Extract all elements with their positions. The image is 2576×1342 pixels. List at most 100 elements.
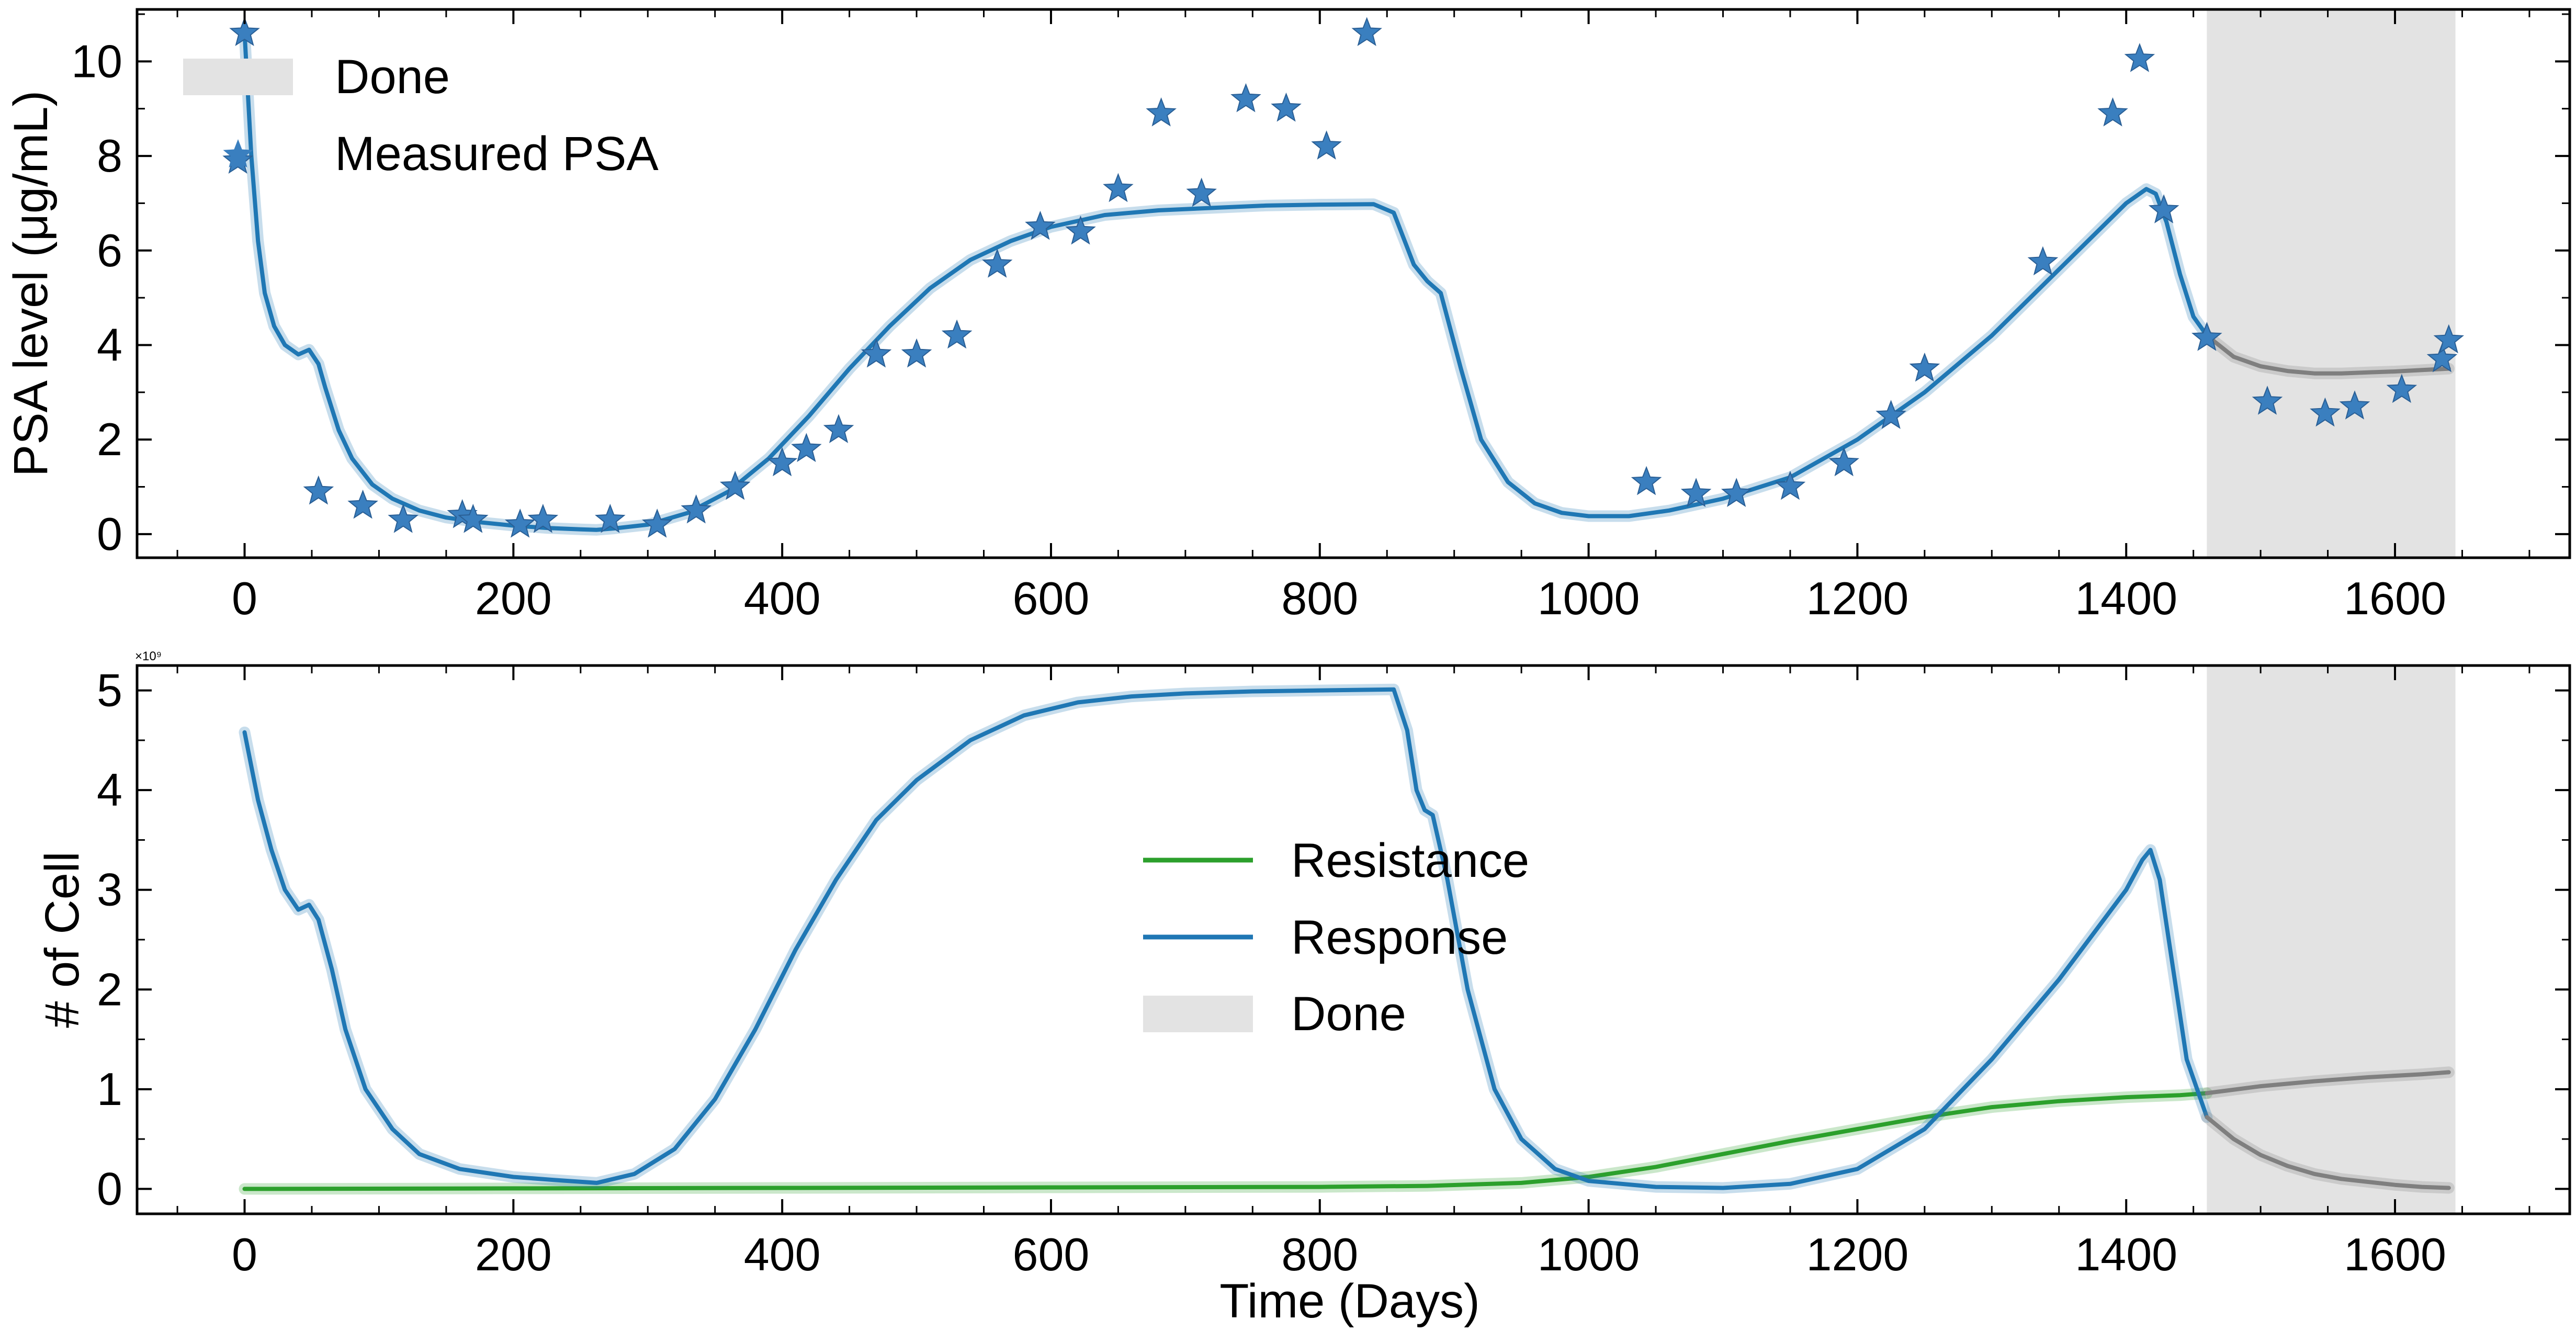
x-tick-label: 400 bbox=[744, 572, 821, 624]
measured-psa-markers bbox=[222, 17, 2465, 538]
legend-response-label: Response bbox=[1291, 911, 1508, 964]
x-tick-label: 200 bbox=[475, 572, 552, 624]
cell-series-group bbox=[239, 683, 2455, 1195]
x-tick-label: 400 bbox=[744, 1228, 821, 1280]
legend-done-label: Done bbox=[335, 50, 450, 104]
measured-psa-point bbox=[641, 509, 673, 538]
legend-measured-psa-label: Measured PSA bbox=[335, 127, 659, 181]
x-tick-label: 0 bbox=[232, 572, 257, 624]
measured-psa-point bbox=[1311, 130, 1342, 160]
measured-psa-point bbox=[2339, 390, 2370, 420]
legend-done-label-bottom: Done bbox=[1291, 987, 1406, 1041]
series-1-line bbox=[2205, 333, 2451, 376]
measured-psa-point bbox=[1230, 83, 1261, 112]
measured-psa-point bbox=[1775, 470, 1806, 500]
measured-psa-point bbox=[1351, 17, 1382, 47]
measured-psa-point bbox=[2191, 322, 2222, 351]
y-tick-label: 6 bbox=[97, 224, 122, 276]
psa-panel: 0 200 400 600 800 1000 1200 1400 1600 0 2 4 6 8 10 PS… bbox=[4, 8, 2571, 624]
cell-y-axis: 0 1 2 3 4 5 bbox=[97, 664, 2570, 1214]
measured-psa-point bbox=[229, 17, 260, 47]
measured-psa-point bbox=[1631, 466, 1662, 495]
measured-psa-point bbox=[1721, 478, 1752, 507]
psa-legend: Done Measured PSA bbox=[183, 50, 659, 181]
legend-done-swatch bbox=[183, 59, 293, 95]
measured-psa-point bbox=[1065, 215, 1096, 245]
measured-psa-point bbox=[2386, 374, 2417, 403]
y-tick-label: 4 bbox=[97, 319, 122, 370]
measured-psa-point bbox=[1103, 173, 1134, 202]
y-tick-label: 8 bbox=[97, 130, 122, 182]
done-shaded-region bbox=[2207, 666, 2456, 1214]
x-tick-label: 1000 bbox=[1538, 1228, 1640, 1280]
series-0-band bbox=[239, 27, 2213, 536]
cell-x-axis: 0 200 400 600 800 1000 1200 1400 1600 bbox=[176, 666, 2530, 1280]
x-tick-label: 200 bbox=[475, 1228, 552, 1280]
legend-resistance-label: Resistance bbox=[1291, 834, 1529, 887]
measured-psa-point bbox=[981, 249, 1013, 278]
x-tick-label: 0 bbox=[232, 1228, 257, 1280]
y-tick-label: 2 bbox=[97, 413, 122, 465]
y-tick-label: 4 bbox=[97, 764, 122, 816]
measured-psa-point bbox=[2433, 324, 2465, 354]
x-tick-label: 1400 bbox=[2075, 572, 2177, 624]
measured-psa-point bbox=[901, 338, 932, 368]
measured-psa-point bbox=[941, 319, 973, 349]
legend-done-swatch-bottom bbox=[1143, 996, 1253, 1032]
measured-psa-point bbox=[1909, 352, 1940, 382]
measured-psa-point bbox=[861, 338, 892, 368]
measured-psa-point bbox=[1025, 210, 1056, 240]
legend-star-icon bbox=[223, 139, 253, 168]
y-tick-label: 2 bbox=[97, 963, 122, 1015]
psa-plot-frame bbox=[135, 8, 2571, 559]
measured-psa-point bbox=[595, 503, 626, 533]
resistance-line bbox=[242, 1091, 2209, 1191]
measured-psa-point bbox=[1186, 177, 1217, 207]
y-tick-label: 5 bbox=[97, 664, 122, 716]
measured-psa-point bbox=[1680, 478, 1712, 507]
measured-psa-point bbox=[2027, 246, 2059, 276]
done-shaded-region bbox=[2207, 9, 2456, 558]
x-tick-label: 1200 bbox=[1806, 1228, 1909, 1280]
measured-psa-point bbox=[388, 503, 419, 533]
measured-psa-point bbox=[2124, 43, 2155, 72]
cell-panel: 0 200 400 600 800 1000 1200 1400 1600 0 1 2 3 4 5 ×10… bbox=[36, 649, 2571, 1328]
series-0-line bbox=[242, 31, 2209, 532]
measured-psa-point bbox=[2097, 97, 2128, 127]
y-tick-label: 3 bbox=[97, 864, 122, 916]
x-tick-label: 1200 bbox=[1806, 572, 1909, 624]
done-region-bottom bbox=[2207, 666, 2456, 1214]
done-region-top bbox=[2207, 9, 2456, 558]
measured-psa-point bbox=[2252, 386, 2283, 415]
x-axis-label: Time (Days) bbox=[1219, 1275, 1479, 1328]
measured-psa-point bbox=[791, 433, 822, 463]
cell-y-exponent: ×10⁹ bbox=[135, 649, 162, 663]
series-2-line bbox=[2205, 1115, 2451, 1190]
cell-legend: Resistance Response Done bbox=[1143, 834, 1529, 1041]
y-tick-label: 1 bbox=[97, 1063, 122, 1115]
x-tick-label: 1600 bbox=[2344, 1228, 2446, 1280]
x-tick-label: 800 bbox=[1281, 572, 1358, 624]
x-tick-label: 1400 bbox=[2075, 1228, 2177, 1280]
measured-psa-point bbox=[1146, 97, 1177, 127]
measured-psa-point bbox=[457, 503, 489, 533]
measured-psa-point bbox=[303, 475, 334, 505]
psa-y-axis-label: PSA level (μg/mL) bbox=[4, 91, 58, 477]
y-tick-label: 10 bbox=[71, 35, 122, 87]
measured-psa-point bbox=[1875, 400, 1906, 429]
measured-psa-point bbox=[2148, 194, 2179, 223]
measured-psa-point bbox=[504, 509, 536, 538]
measured-psa-point bbox=[823, 414, 854, 443]
measured-psa-point bbox=[2310, 397, 2341, 427]
x-tick-label: 1000 bbox=[1538, 572, 1640, 624]
series-3-line bbox=[2205, 1070, 2451, 1096]
x-tick-label: 1600 bbox=[2344, 572, 2446, 624]
psa-y-axis: 0 2 4 6 8 10 bbox=[71, 13, 2570, 560]
measured-psa-point bbox=[1828, 447, 1859, 477]
measured-psa-point bbox=[527, 503, 559, 533]
measured-psa-point bbox=[1271, 92, 1302, 122]
y-tick-label: 0 bbox=[97, 1163, 122, 1214]
measured-psa-point bbox=[719, 470, 751, 500]
y-tick-label: 0 bbox=[97, 508, 122, 560]
